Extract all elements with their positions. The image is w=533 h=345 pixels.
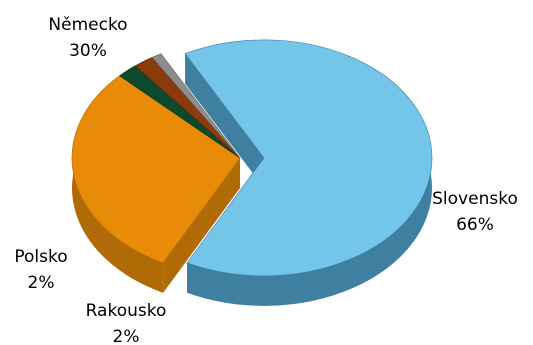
label-polsko-value: 2% <box>28 273 55 293</box>
pie-slice-ostatni <box>151 53 241 159</box>
pie-top-layer <box>71 39 433 277</box>
label-rakousko-name: Rakousko <box>86 301 167 321</box>
label-polsko-name: Polsko <box>14 247 67 267</box>
pie-labels: Německo 30% Slovensko 66% Polsko 2% Rako… <box>14 15 518 345</box>
label-nemecko-name: Německo <box>48 15 127 35</box>
label-nemecko-value: 30% <box>69 41 107 61</box>
label-slovensko-name: Slovensko <box>432 189 518 209</box>
slice-edge-nemecko <box>71 75 164 293</box>
pie-slice-slovensko <box>184 39 433 277</box>
slice-wall-start-slovensko <box>185 53 264 188</box>
label-rakousko-value: 2% <box>113 327 140 345</box>
pie-slice-nemecko <box>71 75 241 264</box>
label-slovensko-value: 66% <box>456 215 494 235</box>
slice-wall-start-nemecko <box>163 158 240 293</box>
